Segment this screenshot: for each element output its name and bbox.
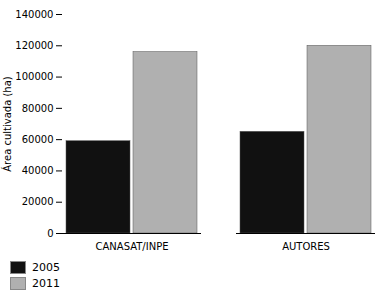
svg-text:40000: 40000 bbox=[22, 165, 54, 176]
svg-text:60000: 60000 bbox=[22, 134, 54, 145]
html-text:2005: 2005 bbox=[32, 261, 60, 274]
svg-text:100000: 100000 bbox=[15, 71, 53, 82]
svg-text:140000: 140000 bbox=[15, 9, 53, 20]
svg-text:120000: 120000 bbox=[15, 40, 53, 51]
svg-text:0: 0 bbox=[47, 228, 53, 239]
svg-text:20000: 20000 bbox=[22, 196, 54, 207]
svg-text:Área cultivada (ha): Área cultivada (ha) bbox=[1, 76, 13, 172]
svg-text:AUTORES: AUTORES bbox=[282, 241, 330, 252]
svg-text:CANASAT/INPE: CANASAT/INPE bbox=[96, 241, 169, 252]
html-text:2011: 2011 bbox=[32, 277, 60, 290]
svg-text:80000: 80000 bbox=[22, 103, 54, 114]
